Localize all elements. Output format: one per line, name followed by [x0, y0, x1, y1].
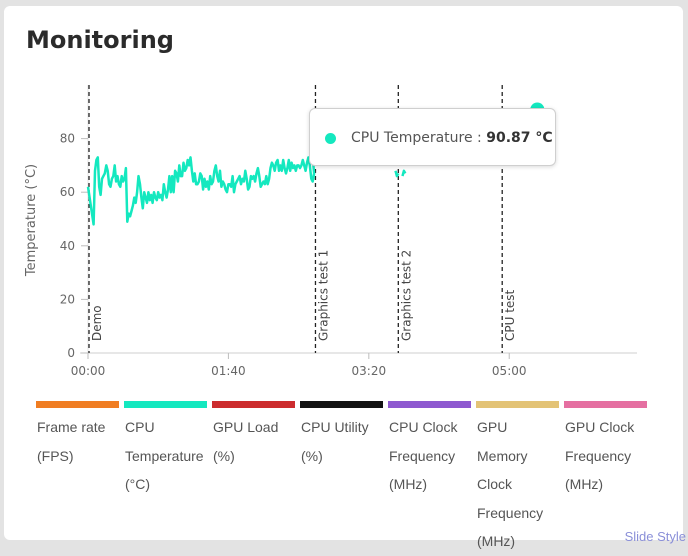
legend-swatch — [476, 401, 559, 408]
tooltip-label: CPU Temperature : 90.87 °C — [351, 130, 553, 146]
y-tick-label: 20 — [60, 292, 75, 306]
legend-label: GPU Load (%) — [213, 419, 279, 464]
chart-tooltip: CPU Temperature : 90.87 °C — [309, 108, 556, 166]
series-line-cpu-temperature — [86, 156, 316, 226]
legend-label: GPU Clock Frequency (MHz) — [565, 419, 635, 492]
y-tick-label: 0 — [67, 346, 75, 360]
test-marker-label: CPU test — [503, 289, 517, 341]
page-title: Monitoring — [26, 26, 174, 54]
series-line-cpu-temperature — [401, 169, 407, 177]
legend-label: CPU Temperature (°C) — [125, 419, 204, 492]
legend-swatch — [564, 401, 647, 408]
series-dot-icon — [325, 133, 336, 144]
test-marker-label: Demo — [90, 305, 104, 341]
x-tick-label: 01:40 — [211, 364, 246, 378]
monitoring-panel: Monitoring — [4, 6, 683, 540]
series-line-cpu-temperature — [394, 170, 400, 178]
test-marker-label: Graphics test 1 — [316, 250, 330, 341]
tooltip-separator: : — [472, 130, 487, 146]
legend-label: CPU Clock Frequency (MHz) — [389, 419, 458, 492]
tooltip-value: 90.87 °C — [486, 130, 553, 146]
legend-swatch — [124, 401, 207, 408]
tooltip-series: CPU Temperature — [351, 130, 473, 146]
legend-swatch — [388, 401, 471, 408]
x-tick-label: 03:20 — [352, 364, 387, 378]
y-axis-label: Temperature (°C) — [24, 164, 39, 277]
y-tick-label: 60 — [60, 185, 75, 199]
legend-swatch — [36, 401, 119, 408]
legend-label: Frame rate (FPS) — [37, 419, 106, 464]
x-tick-label: 05:00 — [492, 364, 527, 378]
legend-label: GPU Memory Clock Frequency (MHz) — [477, 419, 544, 549]
legend-swatch — [300, 401, 383, 408]
slide-style-link[interactable]: Slide Style — [624, 529, 686, 544]
legend-label: CPU Utility (%) — [301, 419, 369, 464]
y-tick-label: 80 — [60, 132, 75, 146]
test-marker-label: Graphics test 2 — [399, 250, 413, 341]
x-tick-label: 00:00 — [71, 364, 106, 378]
legend-swatch — [212, 401, 295, 408]
y-tick-label: 40 — [60, 239, 75, 253]
